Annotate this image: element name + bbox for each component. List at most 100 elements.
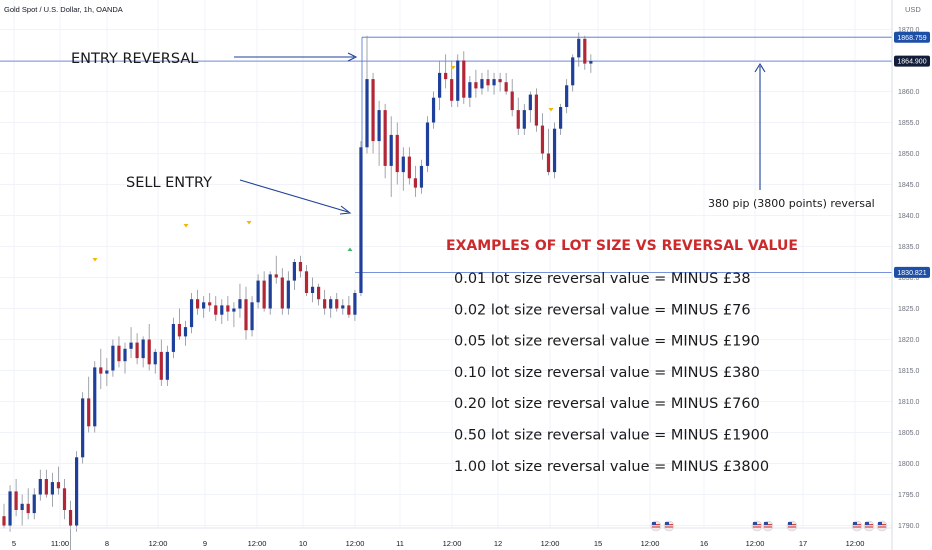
candle	[202, 296, 206, 318]
candle-body	[323, 299, 327, 309]
y-tick-label: 1835.0	[898, 244, 920, 251]
candle	[196, 289, 200, 315]
candle	[214, 296, 218, 321]
candle-body	[401, 156, 405, 173]
candle	[534, 88, 538, 132]
candle	[522, 103, 526, 135]
candle	[546, 128, 551, 176]
y-tick-label: 1870.0	[898, 27, 920, 34]
candle-body	[129, 342, 133, 349]
candle	[153, 348, 157, 374]
candle-body	[413, 178, 417, 188]
y-tick-label: 1790.0	[898, 523, 920, 530]
candle-body	[486, 79, 490, 86]
candle-body	[93, 367, 97, 427]
event-flags[interactable]	[650, 520, 888, 532]
candle	[559, 103, 563, 135]
candle	[565, 79, 569, 114]
pip-reversal-label: 380 pip (3800 points) reversal	[708, 197, 875, 210]
candle	[99, 348, 103, 390]
candle-body	[292, 262, 296, 281]
candle	[589, 54, 593, 73]
candle-body	[310, 286, 315, 293]
candle-body	[480, 79, 484, 89]
candle	[141, 336, 145, 368]
candle	[335, 293, 339, 312]
candle	[75, 451, 79, 532]
x-tick-label: 12:00	[746, 539, 765, 548]
sell-marker	[548, 108, 554, 112]
candle	[377, 100, 381, 166]
candle-body	[456, 60, 460, 101]
entry-reversal-label: ENTRY REVERSAL	[71, 51, 198, 67]
candle-body	[56, 482, 61, 489]
candle	[365, 35, 369, 154]
candle	[540, 113, 545, 160]
event-flag-icon[interactable]	[663, 520, 675, 532]
x-tick-label: 12:00	[248, 539, 267, 548]
candle	[401, 147, 405, 191]
candle	[220, 299, 224, 324]
candle-body	[20, 503, 24, 510]
candle-body	[474, 82, 478, 89]
y-tick-label: 1845.0	[898, 182, 920, 189]
candle-body	[214, 305, 218, 315]
candle	[323, 289, 327, 315]
time-axis[interactable]: 5 11:00 8 12:00 9 12:00 10 12:00 11 12:00 12 12:00 1…	[0, 520, 892, 548]
candle-body	[377, 110, 381, 142]
event-flag-icon[interactable]	[762, 520, 774, 532]
sell-entry-label: SELL ENTRY	[126, 175, 212, 191]
candle-body	[280, 277, 284, 309]
candle	[329, 296, 333, 318]
event-flag-icon[interactable]	[786, 520, 798, 532]
x-tick-label: 16	[700, 539, 708, 548]
examples-list: 0.01 lot size reversal value = MINUS £38…	[454, 271, 769, 475]
x-tick-label: 8	[105, 539, 109, 548]
x-tick-label: 15	[594, 539, 602, 548]
event-flag-icon[interactable]	[650, 520, 662, 532]
candle	[165, 345, 169, 386]
price-axis[interactable]: USD 1790.0 1795.0 1800.0 1805.0 1810.0 1815.0…	[891, 0, 930, 550]
candle-body	[589, 61, 593, 64]
candle-body	[577, 38, 581, 58]
candle-body	[298, 262, 303, 272]
x-tick-label: 5	[12, 539, 16, 548]
candle	[395, 122, 399, 185]
x-tick-labels: 5 11:00 8 12:00 9 12:00 10 12:00 11 12:00 12 12:00 1…	[12, 539, 864, 548]
example-line: 1.00 lot size reversal value = MINUS £38…	[454, 459, 769, 475]
candle	[353, 289, 357, 321]
candle-body	[62, 488, 67, 510]
candle-body	[220, 305, 224, 315]
buy-marker	[347, 247, 353, 251]
event-flag-icon[interactable]	[876, 520, 888, 532]
y-tick-labels: 1790.0 1795.0 1800.0 1805.0 1810.0 1815.0 1820…	[898, 27, 920, 530]
y-tick-label: 1855.0	[898, 120, 920, 127]
candle-body	[444, 72, 448, 80]
candle	[2, 503, 6, 529]
candle-body	[552, 128, 557, 173]
event-flag-icon[interactable]	[851, 520, 863, 532]
candle	[425, 116, 430, 173]
candle-body	[353, 293, 357, 315]
candle	[577, 32, 581, 67]
candle-body	[87, 398, 91, 427]
candle-body	[431, 97, 436, 123]
candle	[456, 54, 460, 107]
candle-body	[450, 79, 454, 101]
price-label: 1864.900	[897, 59, 926, 66]
candle-body	[341, 305, 345, 309]
candle	[462, 51, 466, 104]
candle-body	[50, 482, 54, 495]
price-labels: 1868.759 1864.900 1830.821	[894, 31, 930, 278]
candle	[431, 91, 436, 129]
candle	[280, 268, 284, 315]
candle	[62, 479, 67, 520]
event-flag-icon[interactable]	[751, 520, 763, 532]
candle-body	[335, 299, 339, 309]
candle	[129, 327, 133, 359]
x-tick-label: 12:00	[641, 539, 660, 548]
event-flag-icon[interactable]	[863, 520, 875, 532]
x-tick-label: 17	[799, 539, 807, 548]
candle-body	[498, 79, 502, 83]
candle-body	[226, 305, 230, 312]
